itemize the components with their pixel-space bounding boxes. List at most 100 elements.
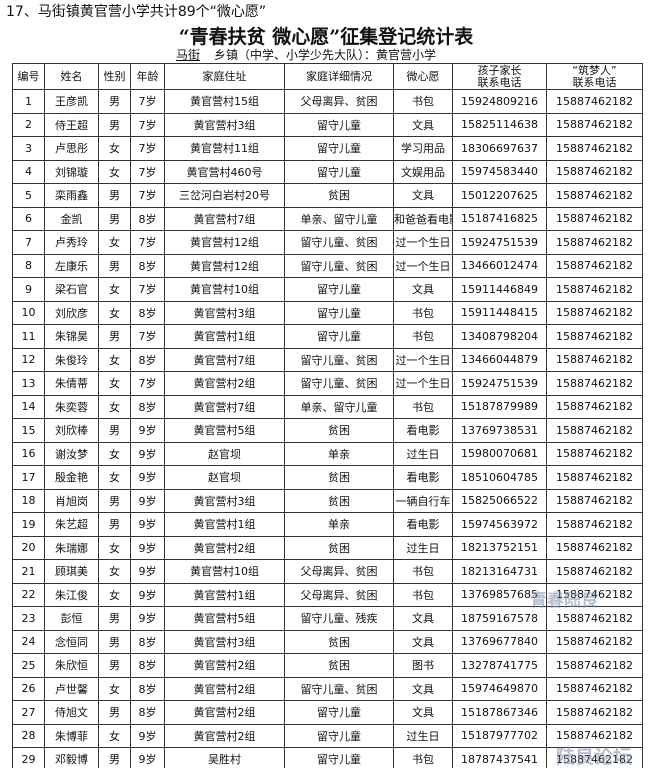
table-cell: 女 (98, 371, 131, 396)
table-cell: 7岁 (130, 89, 165, 114)
table-cell: 侍王超 (44, 112, 99, 137)
table-cell: 15887462182 (546, 441, 643, 466)
table-cell: 黄官营村1组 (164, 324, 285, 349)
column-header: 年龄 (130, 63, 165, 90)
table-cell: 15887462182 (546, 347, 643, 372)
table-cell: 黄官营村2组 (164, 700, 285, 725)
table-cell: 29 (12, 747, 45, 768)
table-cell: 留守儿童 (284, 747, 394, 768)
table-cell: 黄官营村1组 (164, 512, 285, 537)
watermark: 陆良论坛 (556, 746, 633, 768)
table-cell: 19 (12, 512, 45, 537)
table-cell: 留守儿童 (284, 136, 394, 161)
table-cell: 贫困 (284, 183, 394, 208)
table-cell: 卢世馨 (44, 676, 99, 701)
table-row: 20 朱瑞娜女 9岁 黄官营村2组 贫困 过生日 18213752151 1588746218… (12, 535, 643, 560)
table-cell: 书包 (393, 747, 453, 768)
table-cell: 单亲、留守儿童 (284, 394, 394, 419)
table-cell: 15825114638 (452, 112, 547, 137)
table-cell: 9岁 (130, 465, 165, 490)
table-cell: 15825066522 (452, 488, 547, 513)
table-cell: 6 (12, 206, 45, 231)
table-cell: 9岁 (130, 582, 165, 607)
table-cell: 书包 (393, 394, 453, 419)
table-cell: 女 (98, 230, 131, 255)
column-header: “筑梦人” 联系电话 (546, 63, 643, 90)
table-title: “青春扶贫 微心愿”征集登记统计表 (178, 26, 474, 48)
table-cell: 3 (12, 136, 45, 161)
table-cell: 文具 (393, 183, 453, 208)
table-cell: 1 (12, 89, 45, 114)
table-cell: 15887462182 (546, 324, 643, 349)
table-cell: 侍旭文 (44, 700, 99, 725)
table-cell: 13769738531 (452, 418, 547, 443)
table-cell: 留守儿童、残疾 (284, 606, 394, 631)
table-row: 19 朱艺超男 9岁 黄官营村1组 单亲 看电影 15974563972 1588746218… (12, 512, 643, 537)
column-header: 性别 (98, 63, 131, 90)
table-cell: 女 (98, 394, 131, 419)
table-cell: 男 (98, 418, 131, 443)
table-cell: 女 (98, 465, 131, 490)
table-cell: 文具 (393, 606, 453, 631)
table-cell: 15924809216 (452, 89, 547, 114)
column-header: 孩子家长 联系电话 (452, 63, 547, 90)
table-cell: 男 (98, 700, 131, 725)
table-cell: 过生日 (393, 723, 453, 748)
table-cell: 朱艺超 (44, 512, 99, 537)
table-cell: 女 (98, 300, 131, 325)
table-cell: 贫困 (284, 629, 394, 654)
table-cell: 9岁 (130, 559, 165, 584)
table-cell: 13769677840 (452, 629, 547, 654)
table-cell: 8岁 (130, 253, 165, 278)
table-cell: 男 (98, 512, 131, 537)
table-cell: 贫困 (284, 488, 394, 513)
table-cell: 留守儿童 (284, 700, 394, 725)
table-cell: 9岁 (130, 535, 165, 560)
table-cell: 朱俊玲 (44, 347, 99, 372)
table-cell: 贫困 (284, 418, 394, 443)
table-cell: 7岁 (130, 183, 165, 208)
table-cell: 看电影 (393, 465, 453, 490)
table-cell: 女 (98, 676, 131, 701)
table-cell: 8岁 (130, 700, 165, 725)
table-cell: 9 (12, 277, 45, 302)
table-row: 29 邓毅博男 9岁 吴胜村 留守儿童 书包 18787437541 15887462182 (12, 747, 643, 768)
table-row: 13 朱倩蒂女 7岁 黄官营村2组 留守儿童、贫困 过一个生日 15924751539 158… (12, 371, 643, 396)
table-cell: 15887462182 (546, 418, 643, 443)
table-cell: 男 (98, 206, 131, 231)
table-cell: 18759167578 (452, 606, 547, 631)
table-cell: 过生日 (393, 441, 453, 466)
table-cell: 7岁 (130, 136, 165, 161)
table-cell: 21 (12, 559, 45, 584)
table-row: 23 彭恒男 9岁 黄官营村5组 留守儿童、残疾 文具 18759167578 1588746… (12, 606, 643, 631)
table-cell: 13769857685 (452, 582, 547, 607)
table-cell: 15887462182 (546, 159, 643, 184)
table-cell: 黄官营村5组 (164, 606, 285, 631)
table-cell: 15924751539 (452, 230, 547, 255)
table-cell: 书包 (393, 324, 453, 349)
table-cell: 18 (12, 488, 45, 513)
table-cell: 9岁 (130, 512, 165, 537)
table-cell: 15887462182 (546, 112, 643, 137)
table-cell: 单亲、留守儿童 (284, 206, 394, 231)
table-cell: 父母离异、贫困 (284, 89, 394, 114)
table-cell: 留守儿童 (284, 159, 394, 184)
table-cell: 邓毅博 (44, 747, 99, 768)
table-cell: 15887462182 (546, 629, 643, 654)
table-row: 8 左康乐男 8岁 黄官营村12组 留守儿童、贫困 过一个生日 13466012474 158… (12, 253, 643, 278)
table-cell: 留守儿童、贫困 (284, 347, 394, 372)
table-cell: 文具 (393, 112, 453, 137)
table-cell: 28 (12, 723, 45, 748)
table-row: 7 卢秀玲女 7岁 黄官营村12组 留守儿童、贫困 过一个生日 15924751539 158… (12, 230, 643, 255)
table-cell: 8岁 (130, 653, 165, 678)
table-cell: 黄官营村2组 (164, 535, 285, 560)
table-cell: 栾雨鑫 (44, 183, 99, 208)
table-cell: 图书 (393, 653, 453, 678)
table-row: 24 念恒同男 8岁 黄官营村3组 贫困 文具 13769677840 15887462182 (12, 629, 643, 654)
table-cell: 朱锦昊 (44, 324, 99, 349)
table-cell: 女 (98, 723, 131, 748)
table-cell: 16 (12, 441, 45, 466)
table-cell: 男 (98, 324, 131, 349)
table-row: 10 刘欣彦女 8岁 黄官营村3组 留守儿童 书包 15911448415 158874621… (12, 300, 643, 325)
